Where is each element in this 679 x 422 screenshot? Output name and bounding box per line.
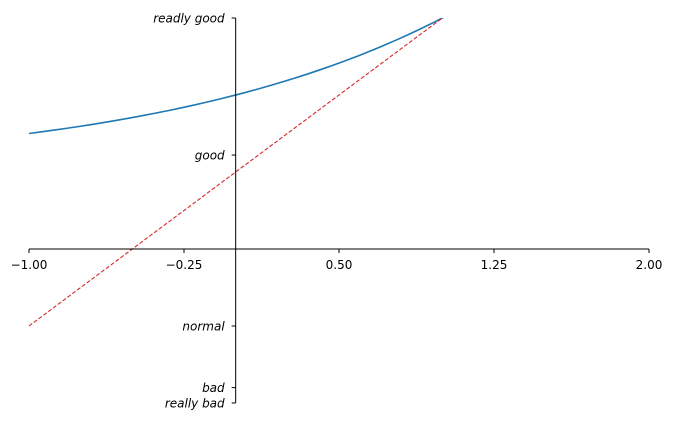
y-tick-label: normal xyxy=(182,320,225,334)
x-tick-label: 1.25 xyxy=(481,258,508,272)
x-tick-label: −0.25 xyxy=(166,258,203,272)
series-line-2 xyxy=(29,18,444,327)
y-tick-label: really bad xyxy=(165,397,225,411)
y-tick-label: good xyxy=(195,149,225,163)
y-tick-label: bad xyxy=(202,381,225,395)
y-tick-label: readly good xyxy=(153,12,225,26)
x-tick-label: 2.00 xyxy=(636,258,663,272)
series-line-1 xyxy=(29,18,445,135)
x-tick-label: −1.00 xyxy=(11,258,48,272)
x-tick-label: 0.50 xyxy=(326,258,353,272)
